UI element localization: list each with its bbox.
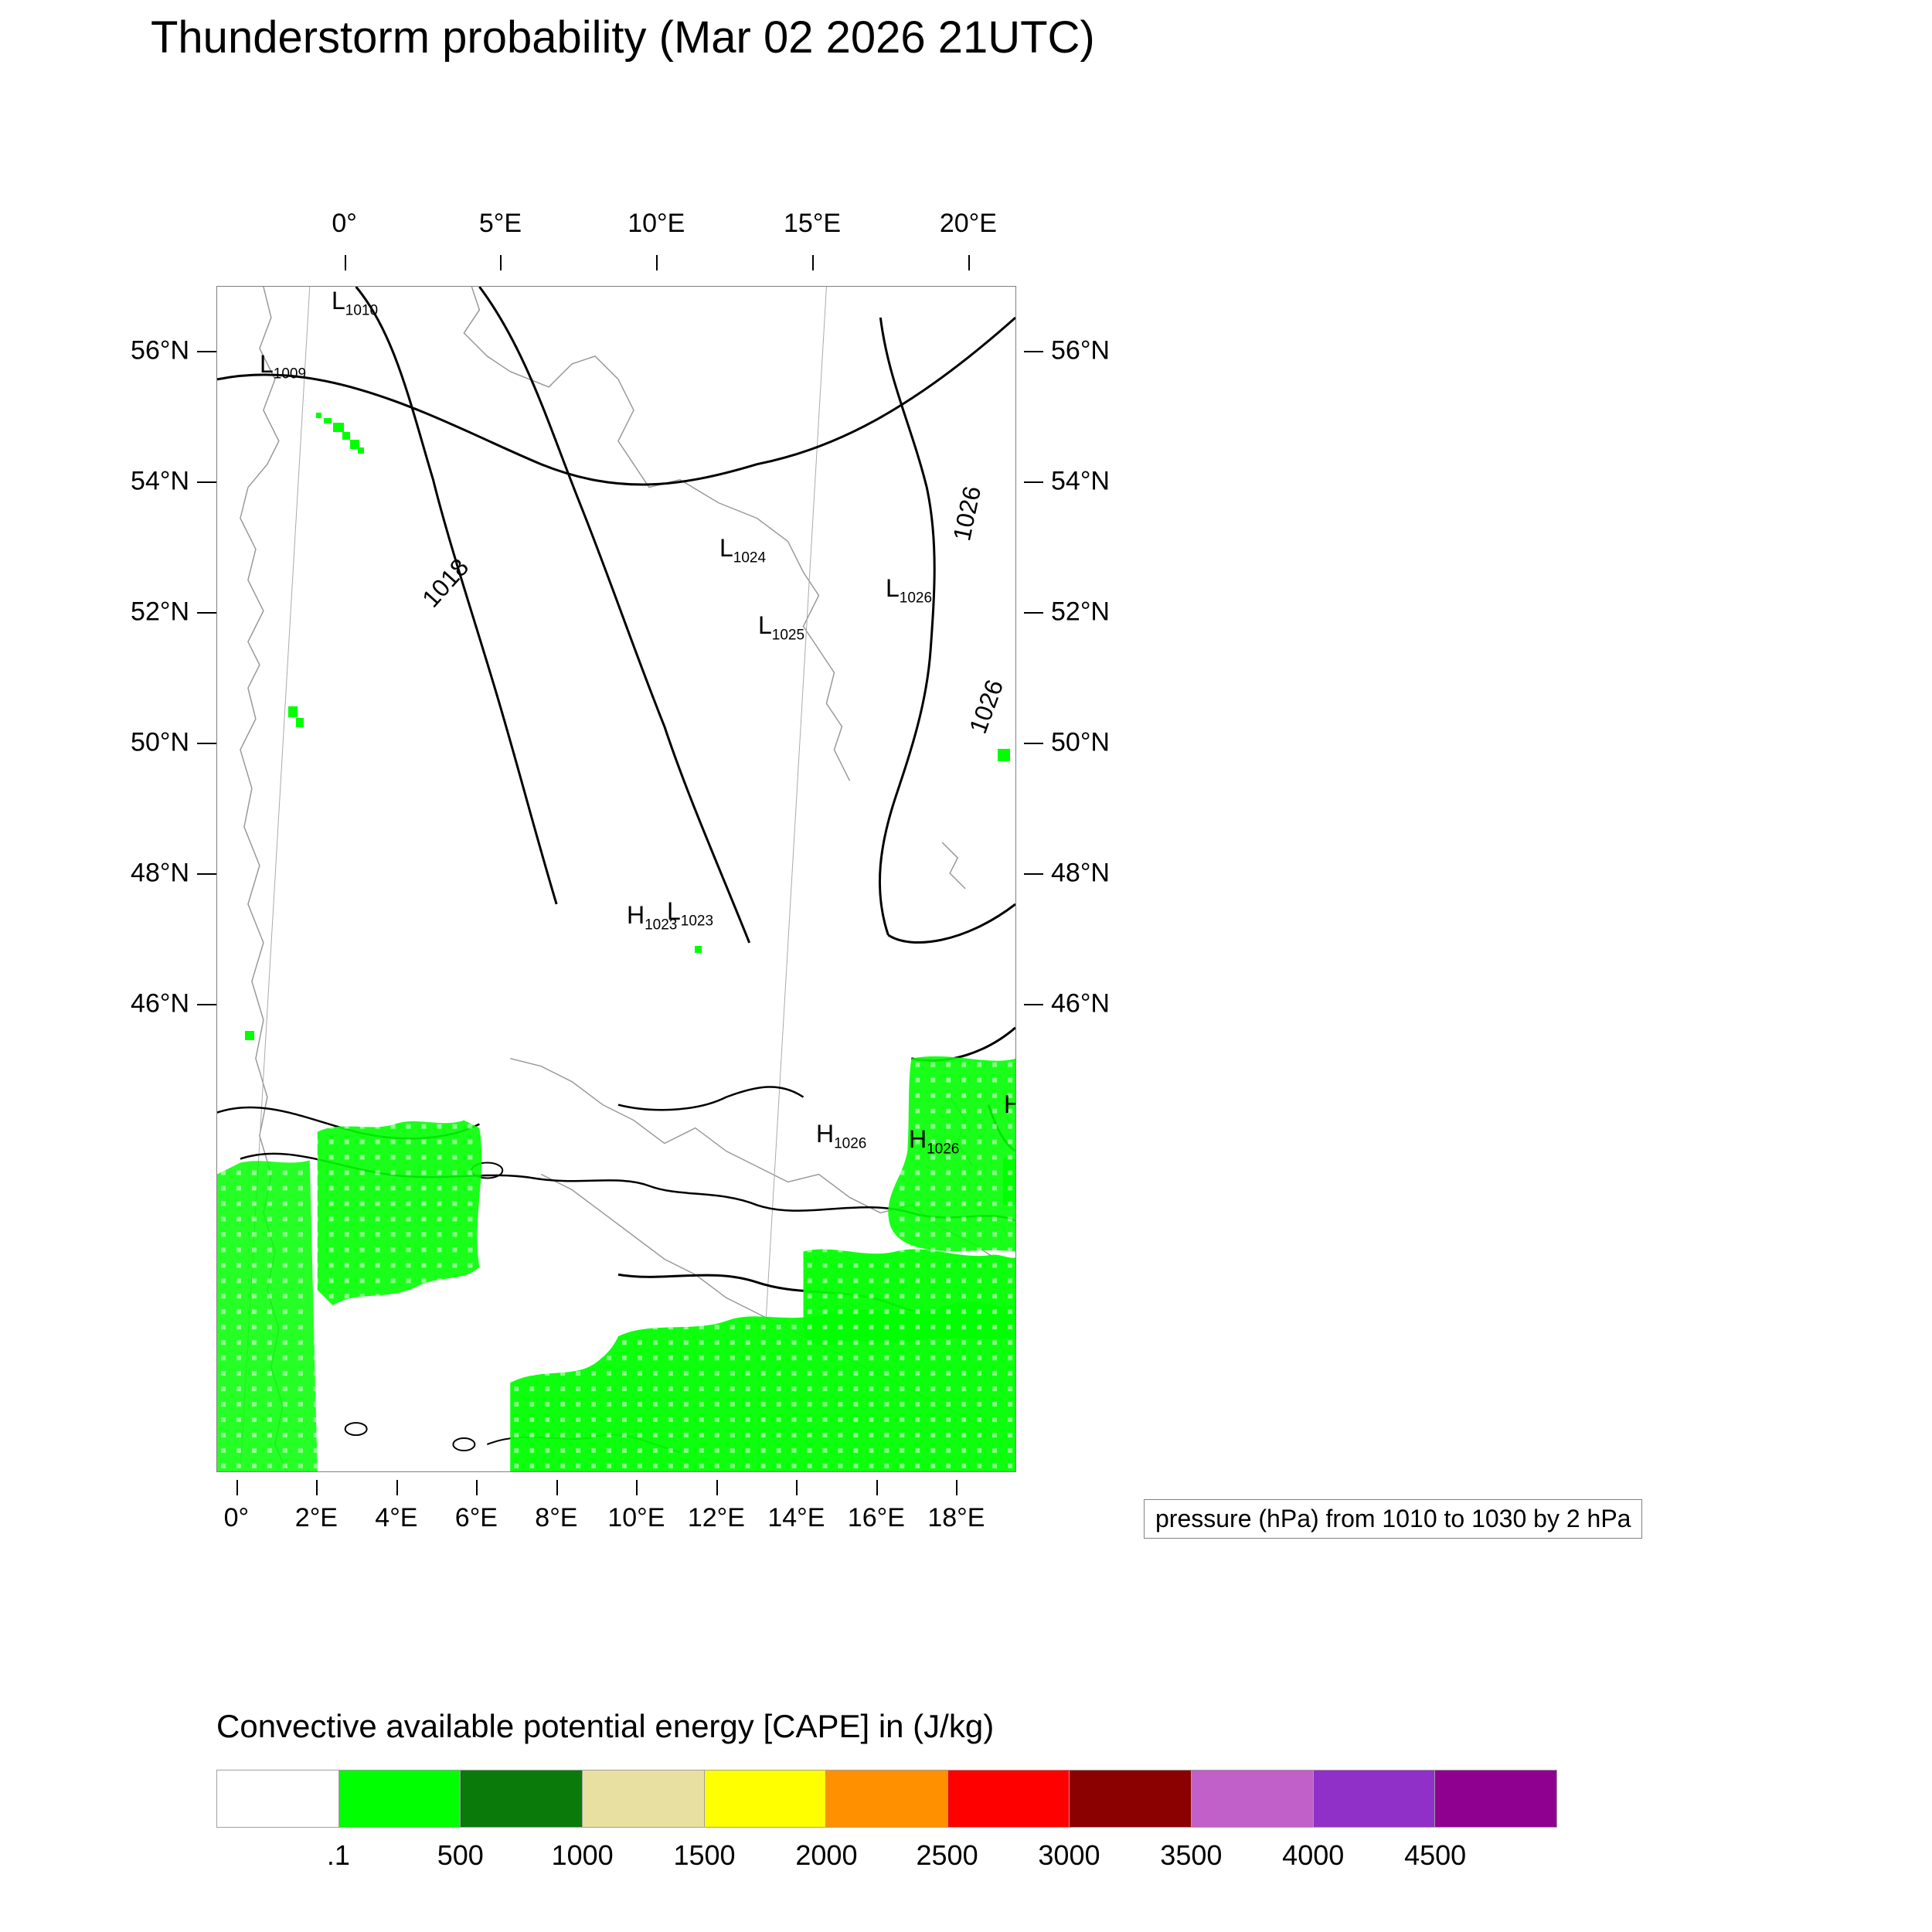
colorbar-swatch-9 (1314, 1770, 1436, 1827)
pressure-label-H1026d: H1026 (816, 1120, 866, 1152)
pressure-legend-box: pressure (hPa) from 1010 to 1030 by 2 hP… (1144, 1499, 1642, 1539)
colorbar-tick-label-7: 3500 (1160, 1839, 1222, 1872)
map-plot-area: L1009 L1010 1018 1026 1026 L1024 L1025 L… (216, 286, 1016, 1472)
top-axis: 0° 5°E 10°E 15°E 20°E (216, 201, 1016, 278)
colorbar-swatch-0 (217, 1770, 339, 1827)
bottom-axis-label-8: 16°E (848, 1503, 905, 1533)
colorbar-tick-label-8: 4000 (1282, 1839, 1344, 1872)
right-axis-label-1: 54°N (1051, 467, 1110, 497)
bottom-axis-label-7: 14°E (767, 1503, 825, 1533)
bottom-axis: 0° 2°E 4°E 6°E 8°E 10°E 12°E 14°E 16°E 18°E (216, 1480, 1016, 1549)
top-axis-tick-4 (968, 255, 970, 270)
colorbar-tick-label-5: 2500 (917, 1839, 978, 1872)
cape-large-region-layer (217, 287, 1015, 1471)
bottom-axis-label-9: 18°E (927, 1503, 985, 1533)
colorbar-swatch-4 (705, 1770, 827, 1827)
colorbar-swatch-5 (826, 1770, 948, 1827)
bottom-axis-tick-7 (796, 1480, 798, 1495)
bottom-axis-label-1: 2°E (295, 1503, 338, 1533)
colorbar-swatch-7 (1070, 1770, 1192, 1827)
cape-colorbar-ticks: .1 500 1000 1500 2000 2500 3000 3500 4000 4500 (216, 1839, 1557, 1886)
colorbar-tick-label-4: 2000 (795, 1839, 857, 1872)
colorbar-swatch-2 (461, 1770, 583, 1827)
left-axis-label-2: 52°N (46, 597, 189, 628)
left-axis: 56°N 54°N 52°N 50°N 48°N 46°N (46, 286, 216, 1472)
left-axis-tick-5 (197, 1004, 216, 1005)
right-axis-label-2: 52°N (1051, 597, 1110, 628)
right-axis-label-4: 48°N (1051, 858, 1110, 888)
bottom-axis-tick-8 (876, 1480, 878, 1495)
bottom-axis-tick-3 (476, 1480, 478, 1495)
left-axis-label-3: 50°N (46, 727, 189, 757)
top-axis-label-2: 10°E (628, 209, 685, 239)
right-axis: 56°N 54°N 52°N 50°N 48°N 46°N (1024, 286, 1194, 1472)
left-axis-label-4: 48°N (46, 858, 189, 888)
top-axis-tick-3 (812, 255, 814, 270)
bottom-axis-tick-0 (236, 1480, 238, 1495)
left-axis-tick-4 (197, 873, 216, 875)
bottom-axis-label-3: 6°E (455, 1503, 498, 1533)
top-axis-tick-2 (656, 255, 658, 270)
right-axis-label-0: 56°N (1051, 336, 1110, 366)
colorbar-tick-label-0: .1 (327, 1839, 350, 1872)
right-axis-tick-4 (1024, 873, 1043, 875)
bottom-axis-tick-1 (316, 1480, 318, 1495)
pressure-label-L1026c: L1026 (886, 574, 932, 607)
bottom-axis-tick-5 (636, 1480, 638, 1495)
left-axis-label-5: 46°N (46, 988, 189, 1019)
top-axis-tick-1 (500, 255, 502, 270)
top-axis-tick-0 (345, 255, 346, 270)
left-axis-tick-2 (197, 612, 216, 614)
top-axis-label-4: 20°E (940, 209, 997, 239)
right-axis-tick-2 (1024, 612, 1043, 614)
top-axis-label-1: 5°E (479, 209, 522, 239)
right-axis-tick-1 (1024, 481, 1043, 483)
pressure-label-H1026c: H1026 (1004, 1090, 1016, 1123)
pressure-label-H1026b: H1026 (909, 1125, 959, 1158)
top-axis-label-0: 0° (332, 209, 357, 239)
right-axis-tick-3 (1024, 743, 1043, 744)
bottom-axis-tick-2 (396, 1480, 398, 1495)
colorbar-swatch-8 (1192, 1770, 1314, 1827)
colorbar-swatch-3 (583, 1770, 705, 1827)
right-axis-tick-0 (1024, 351, 1043, 352)
bottom-axis-tick-6 (716, 1480, 718, 1495)
pressure-label-L1010: L1010 (332, 287, 378, 319)
bottom-axis-label-6: 12°E (688, 1503, 745, 1533)
left-axis-tick-1 (197, 481, 216, 483)
colorbar-tick-label-9: 4500 (1404, 1839, 1466, 1872)
right-axis-label-5: 46°N (1051, 988, 1110, 1019)
bottom-axis-label-0: 0° (224, 1503, 250, 1533)
right-axis-label-3: 50°N (1051, 727, 1110, 757)
left-axis-label-0: 56°N (46, 336, 189, 366)
colorbar-swatch-6 (948, 1770, 1070, 1827)
pressure-legend-text: pressure (hPa) from 1010 to 1030 by 2 hP… (1155, 1505, 1631, 1532)
cape-colorbar (216, 1770, 1557, 1828)
colorbar-swatch-1 (339, 1770, 461, 1827)
pressure-label-L1023: L1023 (667, 897, 713, 930)
colorbar-tick-label-2: 1000 (552, 1839, 614, 1872)
colorbar-swatch-10 (1435, 1770, 1556, 1827)
cape-section-title: Convective available potential energy [C… (216, 1708, 994, 1745)
bottom-axis-label-5: 10°E (607, 1503, 665, 1533)
left-axis-label-1: 54°N (46, 467, 189, 497)
bottom-axis-label-2: 4°E (375, 1503, 417, 1533)
bottom-axis-label-4: 8°E (535, 1503, 577, 1533)
colorbar-tick-label-6: 3000 (1038, 1839, 1100, 1872)
colorbar-tick-label-1: 500 (437, 1839, 484, 1872)
chart-title: Thunderstorm probability (Mar 02 2026 21… (151, 12, 1095, 63)
left-axis-tick-0 (197, 351, 216, 352)
left-axis-tick-3 (197, 743, 216, 744)
pressure-label-L1024: L1024 (719, 534, 766, 566)
pressure-label-L1009: L1009 (260, 350, 306, 383)
bottom-axis-tick-9 (956, 1480, 957, 1495)
top-axis-label-3: 15°E (784, 209, 841, 239)
bottom-axis-tick-4 (556, 1480, 558, 1495)
colorbar-tick-label-3: 1500 (673, 1839, 735, 1872)
pressure-label-L1025: L1025 (758, 611, 804, 644)
right-axis-tick-5 (1024, 1004, 1043, 1005)
